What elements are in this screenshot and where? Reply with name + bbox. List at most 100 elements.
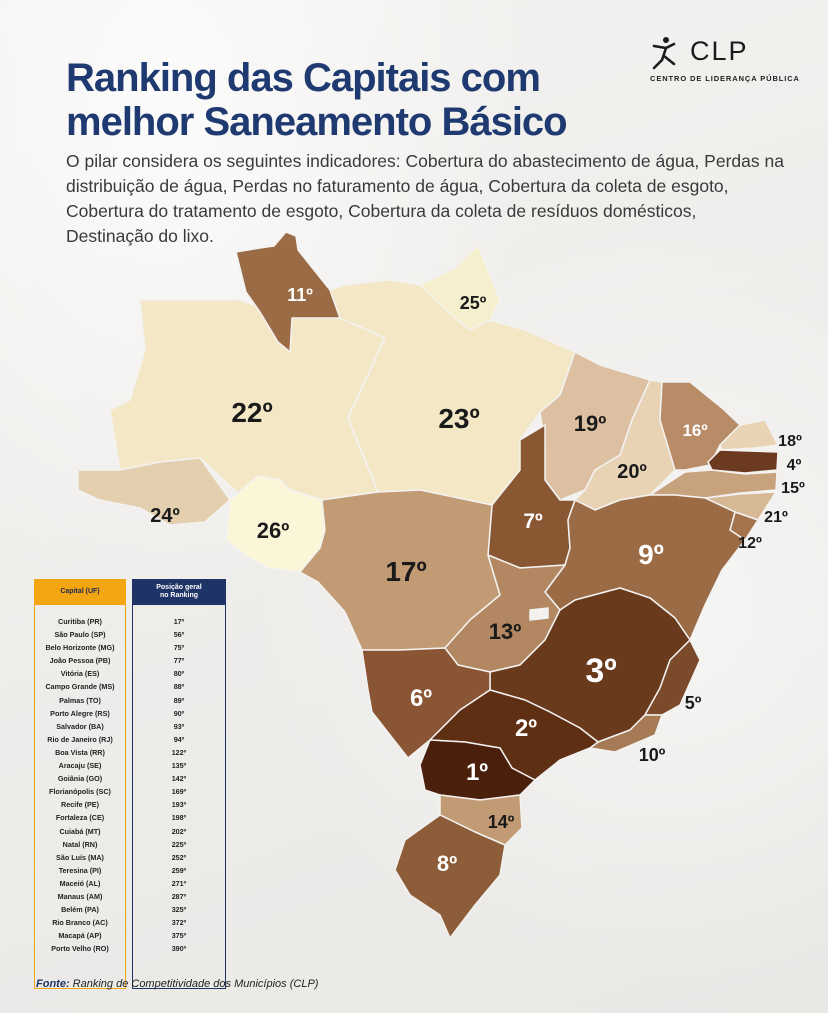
table-row-rank: 390º [171,944,187,954]
table-row-capital: Curitiba (PR) [58,617,102,626]
table-row-capital: Rio de Janeiro (RJ) [47,734,113,744]
rank-label-mt: 17º [385,556,426,587]
rank-label-ms: 6º [410,685,432,712]
table-row-capital: Belém (PA) [61,905,99,915]
state-pb [707,449,779,474]
table-row-rank: 169º [171,787,187,797]
rank-label-al: 21º [764,509,788,526]
rank-label-go: 13º [489,619,522,644]
table-row-rank: 287º [171,891,187,901]
rank-label-pb: 4º [787,457,802,474]
rank-label-ma: 19º [574,411,607,436]
rank-label-pr: 1º [466,759,488,786]
table-row-capital: Porto Velho (RO) [51,944,109,954]
table-row-rank: 193º [171,800,187,810]
rank-header-line-1: Posição geral [156,584,202,591]
rank-column-header: Posição geral no Ranking [132,579,226,605]
table-row-rank: 94º [173,734,185,744]
rank-label-rs: 8º [437,851,457,876]
source-label: Fonte: [36,978,70,990]
table-row-rank: 89º [173,695,185,705]
rank-label-es: 5º [685,693,702,713]
state-rn [719,419,779,451]
table-row-capital: Macapá (AP) [58,931,102,941]
table-row-rank: 259º [171,865,187,875]
table-row-capital: Manaus (AM) [57,891,103,901]
table-row-rank: 202º [171,826,187,836]
table-row-rank: 135º [171,761,187,771]
table-row-rank: 325º [171,905,187,915]
table-row-rank: 122º [171,747,187,757]
table-row-capital: Goiânia (GO) [57,774,103,784]
table-row-capital: Teresina (PI) [58,865,102,875]
clp-logo-mark-icon [652,37,676,70]
table-row-rank: 271º [171,878,187,888]
rank-label-sp: 2º [515,715,537,742]
table-row-capital: Boa Vista (RR) [55,747,105,757]
capital-column: Capital (UF) Curitiba (PR) São Paulo (SP)… [34,579,126,989]
table-row-capital: João Pessoa (PB) [49,656,111,666]
table-row-rank: 252º [171,852,187,862]
table-row-rank: 90º [173,708,185,718]
table-row-capital: São Paulo (SP) [54,630,106,640]
table-row-rank: 375º [171,931,187,941]
rank-label-mg: 3º [585,652,616,690]
source-text: Ranking de Competitividade dos Município… [69,978,319,990]
page-title: Ranking das Capitais com melhor Saneamen… [66,56,666,144]
rank-label-pa: 23º [438,403,479,434]
table-row-capital: Vitória (ES) [60,669,100,679]
rank-label-ac: 24º [150,505,180,527]
rank-header-line-2: no Ranking [159,592,199,599]
title-line-1: Ranking das Capitais com [66,56,541,100]
table-row-rank: 372º [171,918,187,928]
rank-label-am: 22º [231,397,272,428]
rank-label-pi: 20º [617,461,647,483]
rank-label-ba: 9º [638,539,664,570]
table-row-capital: Cuiabá (MT) [59,826,101,836]
table-row-rank: 77º [173,656,185,666]
table-row-capital: Salvador (BA) [56,721,104,731]
subtitle: O pilar considera os seguintes indicador… [66,151,784,246]
table-row-rank: 75º [173,643,185,653]
table-row-capital: Porto Alegre (RS) [50,708,110,718]
table-row-rank: 225º [171,839,187,849]
state-df [529,607,549,621]
table-row-capital: Recife (PE) [61,800,99,810]
capital-column-header: Capital (UF) [34,579,126,605]
rank-column: Posição geral no Ranking 17º 56º 75º 77º 80º… [132,579,226,989]
rank-label-rr: 11º [287,285,313,305]
table-row-rank: 56º [173,630,185,640]
logo-tagline: CENTRO DE LIDERANÇA PÚBLICA [650,74,800,83]
table-row-capital: Maceió (AL) [59,878,101,888]
table-row-rank: 88º [173,682,185,692]
table-row-capital: Fortaleza (CE) [55,813,105,823]
rank-label-pe: 15º [781,480,805,497]
clp-logo: CLP CENTRO DE LIDERANÇA PÚBLICA [648,34,800,86]
logo-brand: CLP [690,36,749,66]
title-line-2: melhor Saneamento Básico [66,100,568,144]
state-es [644,639,701,716]
table-row-capital: Rio Branco (AC) [52,918,108,928]
table-row-capital: Campo Grande (MS) [45,682,115,692]
table-row-capital: Florianópolis (SC) [49,787,111,797]
state-rs [394,814,506,939]
source-note: Fonte: Ranking de Competitividade dos Mu… [36,978,318,990]
table-row-capital: Aracaju (SE) [58,761,102,771]
rank-label-to: 7º [523,510,543,533]
rank-label-sc: 14º [488,812,515,832]
table-row-capital: São Luís (MA) [56,852,104,862]
state-rj [589,714,663,753]
rank-label-ce: 16º [682,421,707,440]
rank-label-ro: 26º [257,518,290,543]
capital-column-body: Curitiba (PR) São Paulo (SP) Belo Horizont… [34,605,126,989]
table-row-rank: 142º [171,774,187,784]
table-row-rank: 80º [173,669,185,679]
rank-label-rn: 18º [778,433,802,450]
rank-label-ap: 25º [460,293,487,313]
table-row-rank: 93º [173,721,185,731]
rank-label-se: 12º [738,535,762,552]
rank-column-body: 17º 56º 75º 77º 80º 88º 89º 90º 93º 94º 122º 135º 14… [132,605,226,989]
table-row-rank: 198º [171,813,187,823]
table-row-capital: Palmas (TO) [59,695,101,705]
